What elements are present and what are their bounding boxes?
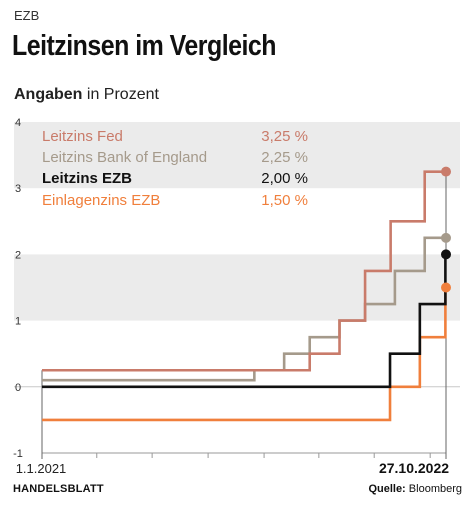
grid-band-0 bbox=[14, 254, 460, 321]
y-tick-label: 1 bbox=[15, 316, 21, 328]
endpoint-einlagen bbox=[441, 282, 451, 293]
legend-label-fed: Leitzins Fed bbox=[42, 128, 123, 145]
source-note: Quelle: Bloomberg bbox=[368, 483, 462, 495]
legend: Leitzins Fed 3,25 % Leitzins Bank of Engla… bbox=[42, 128, 308, 209]
endpoint-ezb bbox=[441, 249, 451, 260]
y-tick-label: 0 bbox=[15, 382, 21, 394]
brand-logo: HANDELSBLATT bbox=[13, 483, 104, 495]
series-lines bbox=[42, 170, 447, 422]
x-tick-label-end: 27.10.2022 bbox=[379, 460, 449, 476]
legend-value-boe: 2,25 % bbox=[261, 149, 308, 166]
legend-value-ezb: 2,00 % bbox=[261, 170, 308, 187]
x-tick-label-start: 1.1.2021 bbox=[16, 461, 67, 476]
y-tick-label: 2 bbox=[15, 249, 21, 261]
legend-label-einlagen: Einlagenzins EZB bbox=[42, 192, 160, 209]
y-tick-label: 4 bbox=[15, 117, 21, 129]
legend-value-einlagen: 1,50 % bbox=[261, 192, 308, 209]
background-bands bbox=[14, 122, 460, 321]
legend-label-ezb: Leitzins EZB bbox=[42, 170, 132, 187]
y-tick-label: -1 bbox=[13, 448, 23, 460]
kicker: EZB bbox=[14, 8, 40, 23]
endpoint-boe bbox=[441, 232, 451, 243]
footer: HANDELSBLATT Quelle: Bloomberg bbox=[0, 478, 474, 500]
legend-label-boe: Leitzins Bank of England bbox=[42, 149, 207, 166]
source-value: Bloomberg bbox=[408, 483, 462, 495]
endpoint-fed bbox=[441, 166, 451, 177]
chart-title: Leitzinsen im Vergleich bbox=[12, 30, 276, 62]
grid-band-1 bbox=[14, 122, 460, 189]
endpoints bbox=[441, 166, 451, 293]
subtitle-bold: Angaben bbox=[14, 86, 83, 103]
series-line-ezb bbox=[42, 253, 447, 389]
y-tick-label: 3 bbox=[15, 183, 21, 195]
legend-value-fed: 3,25 % bbox=[261, 128, 308, 145]
series-line-fed bbox=[42, 170, 446, 372]
chart-subtitle: Angaben in Prozent bbox=[14, 86, 159, 104]
subtitle-rest: in Prozent bbox=[82, 86, 159, 103]
source-label: Quelle: bbox=[368, 483, 406, 495]
